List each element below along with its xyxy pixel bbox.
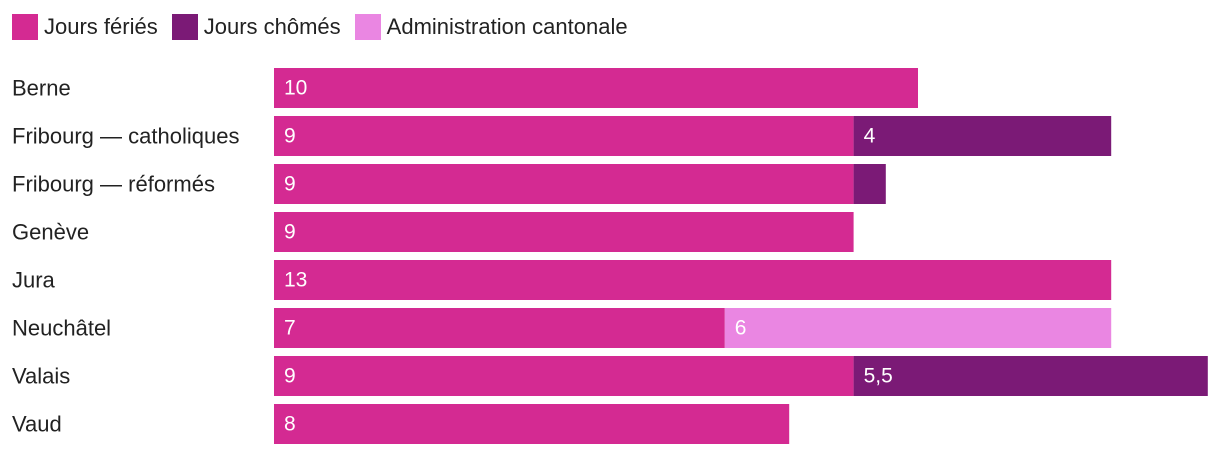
legend-label-jours-feries: Jours fériés [44,14,158,39]
bar-row-2-series-1 [274,116,854,156]
bar-row-1-series-1 [274,68,918,108]
legend-label-administration-cantonale: Administration cantonale [386,14,628,39]
value-label-row-3-series-1: 9 [284,173,296,196]
category-label-row-5: Jura [12,268,56,293]
value-label-row-2-series-2: 4 [864,125,876,148]
bar-row-6-series-1 [274,308,725,348]
category-label-row-3: Fribourg — réformés [12,172,215,197]
legend-item-jours-chomes: Jours chômés [171,14,341,40]
bar-row-5-series-1 [274,260,1112,300]
category-label-row-7: Valais [12,364,70,389]
bar-row-2-series-2 [853,116,1112,156]
value-label-row-1-series-1: 10 [284,77,307,100]
bar-row-7-series-2 [853,356,1208,396]
value-label-row-4-series-1: 9 [284,221,296,244]
legend-swatch-jours-feries [12,14,38,40]
legend-item-jours-feries: Jours fériés [12,14,158,40]
value-label-row-6-series-1: 7 [284,317,296,340]
bar-row-7-series-1 [274,356,854,396]
legend-swatch-jours-chomes [171,14,198,40]
value-label-row-7-series-2: 5,5 [864,365,893,388]
bar-row-3-series-1 [274,164,854,204]
value-label-row-6-series-3: 6 [735,317,747,340]
value-label-row-5-series-1: 13 [284,269,307,292]
value-label-row-2-series-1: 9 [284,125,296,148]
legend-label-jours-chomes: Jours chômés [203,14,341,39]
category-label-row-2: Fribourg — catholiques [12,124,239,149]
category-label-row-1: Berne [12,76,71,101]
bar-row-4-series-1 [274,212,854,252]
value-label-row-8-series-1: 8 [284,413,296,436]
bar-row-3-series-2 [853,164,886,204]
bar-row-6-series-3 [724,308,1112,348]
category-label-row-4: Genève [12,220,89,245]
legend-swatch-administration-cantonale [354,14,381,40]
bar-row-8-series-1 [274,404,790,444]
chart-legend: Jours fériés Jours chômés Administration… [12,12,642,42]
category-label-row-6: Neuchâtel [12,316,111,341]
legend-item-administration-cantonale: Administration cantonale [354,14,628,40]
category-label-row-8: Vaud [12,412,62,437]
value-label-row-7-series-1: 9 [284,365,296,388]
